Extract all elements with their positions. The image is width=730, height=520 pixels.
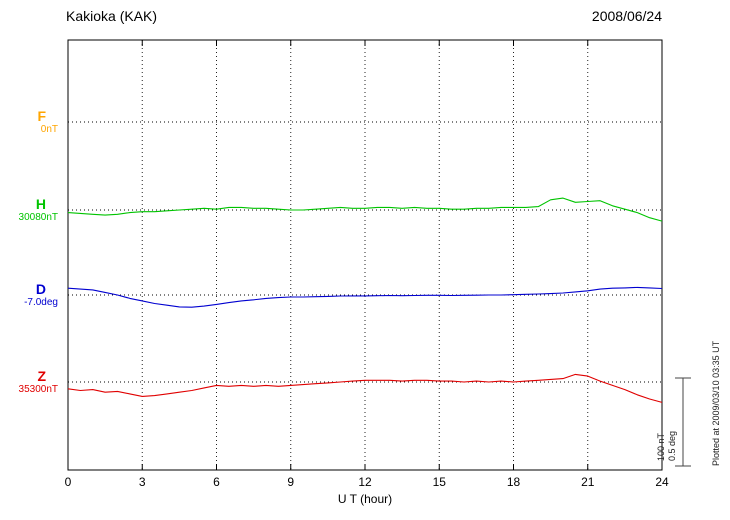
x-tick-label: 9 — [287, 475, 294, 489]
trace-Z — [67, 373, 663, 403]
trace-D — [67, 286, 663, 308]
series-baseline-label-d: -7.0deg — [24, 297, 58, 308]
x-tick-label: 3 — [139, 475, 146, 489]
series-baseline-label-h: 30080nT — [18, 212, 58, 223]
scale-bar-label: 100 nT 0.5 deg — [656, 431, 678, 461]
x-tick-label: 15 — [433, 475, 447, 489]
x-tick-label: 21 — [581, 475, 595, 489]
x-tick-label: 12 — [358, 475, 372, 489]
scale-label-deg: 0.5 deg — [667, 430, 677, 461]
x-tick-label: 24 — [655, 475, 669, 489]
x-tick-label: 0 — [65, 475, 72, 489]
series-baseline-label-z: 35300nT — [18, 384, 58, 395]
x-tick-label: 18 — [507, 475, 521, 489]
series-baseline-label-f: 0nT — [40, 124, 58, 135]
date-label: 2008/06/24 — [591, 8, 662, 24]
series-label-f: F — [37, 108, 46, 124]
x-tick-label: 6 — [213, 475, 220, 489]
plotted-at-note: Plotted at 2009/03/10 03:35 UT — [711, 340, 721, 466]
x-axis-title: U T (hour) — [337, 492, 393, 506]
station-title: Kakioka (KAK) — [66, 8, 158, 24]
series-label-z: Z — [37, 368, 46, 384]
series-label-h: H — [35, 196, 46, 212]
trace-H — [67, 197, 663, 222]
plot-frame — [67, 39, 663, 471]
series-label-d: D — [35, 281, 46, 297]
scale-label-nt: 100 nT — [656, 432, 666, 461]
